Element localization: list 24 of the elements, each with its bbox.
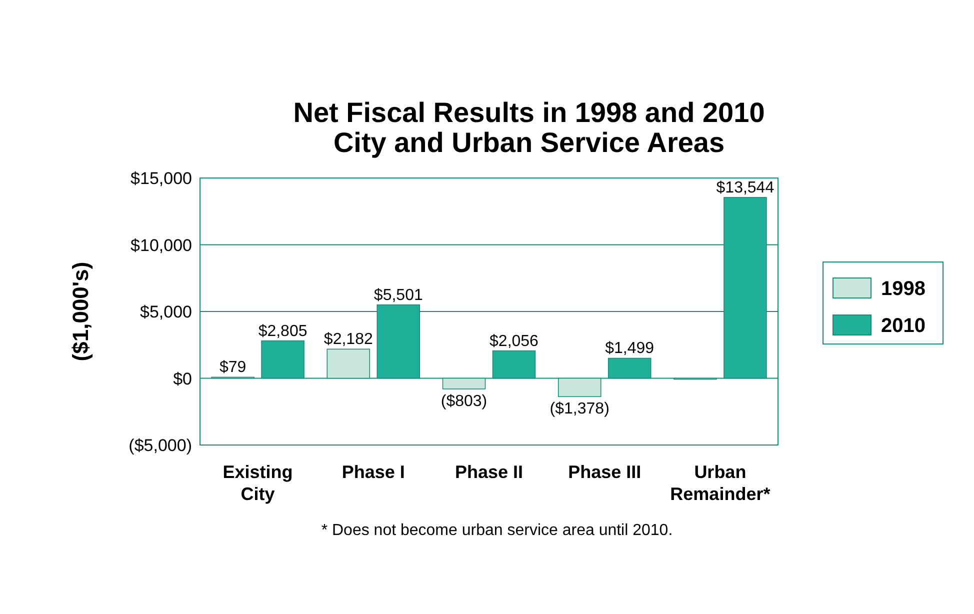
data-label: ($803) xyxy=(440,392,488,410)
y-tick-label: ($5,000) xyxy=(128,436,192,455)
data-label: ($1,378) xyxy=(550,400,610,418)
legend-label: 1998 xyxy=(881,278,926,300)
x-tick-label: Phase II xyxy=(454,462,524,482)
y-tick-label: $5,000 xyxy=(140,302,192,322)
text: * Does not become urban service area until 2010. xyxy=(321,522,673,539)
data-label: $1,499 xyxy=(605,340,654,358)
data-label: $2,182 xyxy=(324,331,373,348)
data-label: $79 xyxy=(219,359,246,376)
data-label: $13,544 xyxy=(716,179,774,196)
x-tick-label: Existing City xyxy=(222,462,293,504)
y-tick-label: $15,000 xyxy=(130,169,192,188)
data-label: $2,805 xyxy=(258,322,308,340)
legend-label: 2010 xyxy=(881,315,926,337)
x-tick-label: Phase III xyxy=(568,462,642,482)
x-tick-label: Phase I xyxy=(342,462,405,482)
chart-title: Net Fiscal Results in 1998 and 2010 City and Urban Service Areas xyxy=(293,97,765,158)
y-axis-title: ($1,000's) xyxy=(68,262,93,362)
x-tick-label: Urban Remainder* xyxy=(670,462,770,504)
y-tick-label: $10,000 xyxy=(130,236,192,255)
data-label: $2,056 xyxy=(490,332,539,350)
y-tick-label: $0 xyxy=(173,369,192,388)
data-label: $5,501 xyxy=(374,286,423,304)
